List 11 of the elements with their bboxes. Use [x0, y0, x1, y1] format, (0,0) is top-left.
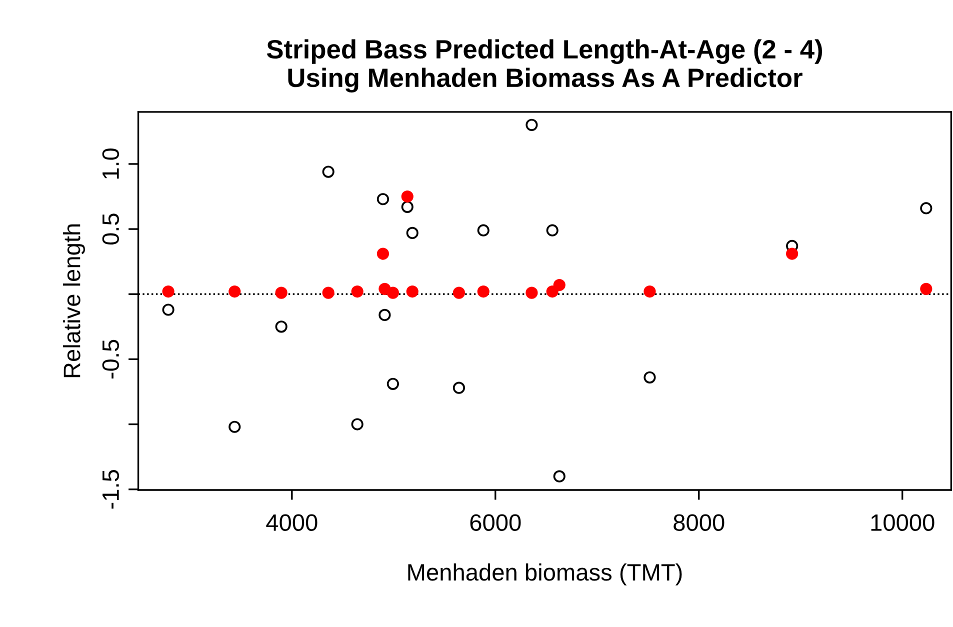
x-tick-label: 10000 — [871, 514, 934, 531]
y-tick-label: 1.0 — [102, 148, 120, 179]
y-tick-label: -0.5 — [102, 340, 120, 378]
x-tick-label: 6000 — [470, 514, 521, 531]
x-tick-label: 8000 — [674, 514, 724, 531]
x-axis-title: Menhaden biomass (TMT) — [408, 563, 682, 586]
y-tick-label: 0.5 — [102, 214, 120, 245]
y-tick-label: -1.5 — [102, 470, 120, 509]
x-tick-label: 4000 — [266, 514, 318, 531]
chart-title: Striped Bass Predicted Length-At-Age (2 - 4) Using Menhaden Biomass As A Predictor — [266, 39, 822, 93]
y-axis-title: Relative length — [63, 224, 86, 378]
